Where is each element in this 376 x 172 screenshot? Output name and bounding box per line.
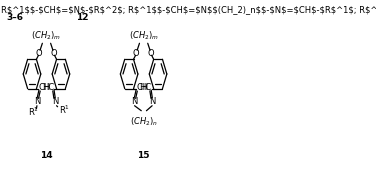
Text: O: O xyxy=(133,49,139,58)
Text: R$^1$$-$CH$=$N$-$R$^2$; R$^1$$-$CH$=$N$$(CH_2)_n$$-$N$=$CH$-$R$^1$; R$^1$, R$^2$: R$^1$$-$CH$=$N$-$R$^2$; R$^1$$-$CH$=$N$$… xyxy=(1,5,376,14)
Text: CH: CH xyxy=(136,83,149,92)
Text: N: N xyxy=(52,97,58,106)
Text: O: O xyxy=(148,49,155,58)
Text: $(CH_2)_n$: $(CH_2)_n$ xyxy=(130,116,158,128)
Text: 15: 15 xyxy=(137,151,150,160)
Text: $(CH_2)_m$: $(CH_2)_m$ xyxy=(129,30,159,42)
Text: O: O xyxy=(36,49,42,58)
Text: 14: 14 xyxy=(40,151,53,160)
Text: HC: HC xyxy=(42,83,54,92)
Text: O: O xyxy=(51,49,57,58)
Text: CH: CH xyxy=(39,83,51,92)
Text: HC: HC xyxy=(139,83,151,92)
Text: N: N xyxy=(34,97,41,106)
Text: $(CH_2)_m$: $(CH_2)_m$ xyxy=(32,30,62,42)
Text: R$^1$: R$^1$ xyxy=(28,106,39,118)
Text: 3–6: 3–6 xyxy=(6,13,23,22)
Text: R$^1$: R$^1$ xyxy=(59,104,70,116)
Text: N: N xyxy=(149,97,155,106)
Text: N: N xyxy=(131,97,138,106)
Text: 12: 12 xyxy=(76,13,89,22)
